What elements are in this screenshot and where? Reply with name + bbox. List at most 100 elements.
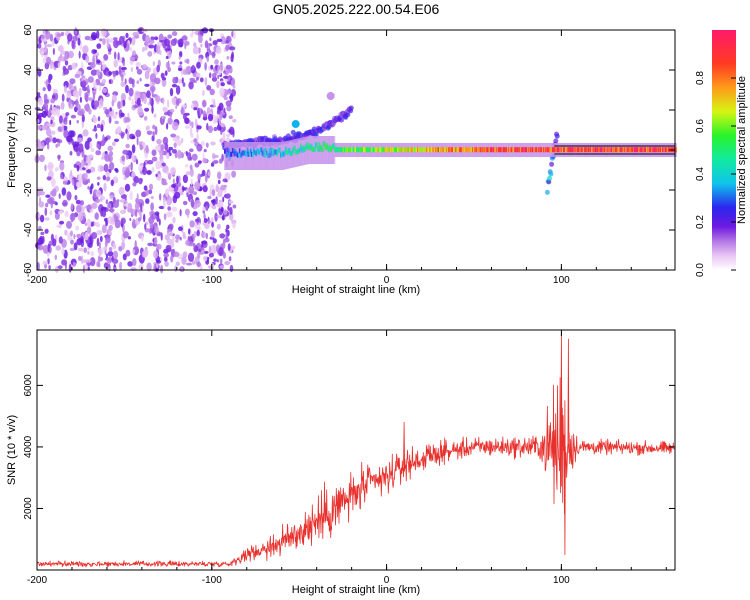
noise-blob bbox=[105, 253, 109, 260]
noise-blob bbox=[209, 188, 212, 197]
noise-blob bbox=[148, 39, 155, 44]
noise-blob bbox=[78, 87, 82, 97]
noise-blob bbox=[99, 165, 105, 172]
noise-blob bbox=[76, 120, 79, 124]
noise-blob bbox=[75, 98, 79, 108]
noise-blob bbox=[101, 28, 107, 37]
noise-blob bbox=[120, 209, 125, 214]
noise-blob bbox=[216, 38, 223, 43]
noise-blob bbox=[226, 56, 230, 60]
noise-blob bbox=[194, 218, 200, 223]
noise-blob bbox=[36, 261, 40, 271]
noise-blob bbox=[118, 246, 123, 252]
noise-blob bbox=[149, 183, 153, 191]
noise-blob bbox=[194, 162, 200, 168]
noise-blob bbox=[76, 204, 82, 213]
streak-blob bbox=[553, 138, 559, 144]
noise-blob bbox=[56, 108, 60, 117]
noise-blob bbox=[194, 181, 201, 191]
noise-blob bbox=[121, 155, 125, 162]
noise-blob bbox=[133, 104, 139, 109]
noise-blob bbox=[203, 148, 207, 153]
noise-blob bbox=[156, 44, 161, 55]
noise-blob bbox=[83, 247, 87, 253]
noise-blob bbox=[87, 76, 94, 83]
noise-blob bbox=[52, 88, 58, 94]
noise-blob bbox=[228, 46, 236, 51]
noise-blob bbox=[171, 84, 178, 88]
noise-blob bbox=[185, 239, 190, 246]
noise-blob bbox=[212, 154, 219, 158]
noise-blob bbox=[44, 44, 47, 53]
noise-blob bbox=[162, 136, 169, 145]
noise-blob bbox=[135, 129, 142, 138]
noise-blob bbox=[47, 161, 54, 171]
noise-blob bbox=[188, 81, 194, 90]
noise-blob bbox=[93, 222, 97, 226]
noise-blob bbox=[166, 170, 170, 176]
noise-blob bbox=[169, 87, 174, 97]
noise-blob bbox=[106, 176, 111, 182]
noise-blob bbox=[97, 116, 101, 122]
noise-blob bbox=[113, 59, 118, 68]
noise-blob bbox=[209, 37, 212, 42]
noise-blob bbox=[222, 252, 226, 259]
noise-blob bbox=[172, 178, 175, 185]
noise-blob bbox=[67, 33, 73, 42]
noise-blob bbox=[110, 179, 115, 187]
noise-blob bbox=[185, 171, 191, 176]
noise-blob bbox=[132, 218, 136, 226]
noise-blob bbox=[74, 146, 79, 152]
noise-blob bbox=[105, 219, 108, 227]
noise-blob bbox=[181, 35, 188, 41]
noise-blob bbox=[129, 56, 136, 62]
noise-blob bbox=[222, 196, 225, 203]
noise-blob bbox=[55, 143, 58, 148]
noise-blob bbox=[189, 120, 192, 127]
noise-blob bbox=[55, 265, 59, 273]
noise-blob bbox=[77, 110, 84, 116]
noise-blob bbox=[213, 126, 218, 132]
noise-blob bbox=[211, 51, 216, 59]
noise-blob bbox=[151, 105, 154, 114]
noise-blob bbox=[148, 44, 155, 49]
noise-blob bbox=[167, 99, 170, 109]
noise-blob bbox=[228, 115, 233, 120]
noise-blob bbox=[163, 213, 167, 221]
y-tick-label: 4000 bbox=[23, 435, 34, 458]
noise-blob bbox=[167, 34, 173, 39]
noise-blob bbox=[171, 206, 178, 212]
noise-blob bbox=[224, 237, 230, 243]
noise-blob bbox=[123, 205, 126, 210]
noise-blob bbox=[77, 37, 81, 46]
noise-blob bbox=[202, 110, 207, 119]
noise-blob bbox=[216, 110, 221, 115]
noise-blob bbox=[65, 112, 70, 116]
noise-blob bbox=[131, 78, 135, 85]
noise-blob bbox=[169, 108, 175, 113]
noise-blob bbox=[178, 226, 183, 231]
noise-blob bbox=[173, 251, 180, 258]
noise-blob bbox=[44, 217, 50, 221]
noise-blob bbox=[200, 140, 205, 146]
noise-blob bbox=[58, 193, 61, 200]
spectrogram-x-label: Height of straight line (km) bbox=[292, 284, 420, 296]
noise-blob bbox=[57, 210, 63, 215]
noise-blob bbox=[230, 79, 235, 86]
noise-blob bbox=[120, 66, 127, 71]
noise-blob bbox=[109, 194, 114, 200]
snr-ticks: -200 -100 0 100 2000 4000 6000 bbox=[23, 330, 675, 586]
noise-blob bbox=[45, 30, 51, 40]
noise-blob bbox=[115, 127, 122, 134]
noise-blob bbox=[228, 126, 235, 135]
noise-blob bbox=[163, 111, 169, 116]
noise-blob bbox=[232, 204, 237, 209]
noise-blob bbox=[52, 137, 57, 144]
noise-blob bbox=[223, 107, 226, 114]
noise-blob bbox=[200, 231, 207, 239]
noise-blob bbox=[79, 96, 82, 103]
noise-blob bbox=[136, 193, 139, 203]
noise-blob bbox=[86, 218, 92, 227]
colorbar-gradient bbox=[712, 30, 736, 270]
noise-blob bbox=[130, 67, 134, 72]
